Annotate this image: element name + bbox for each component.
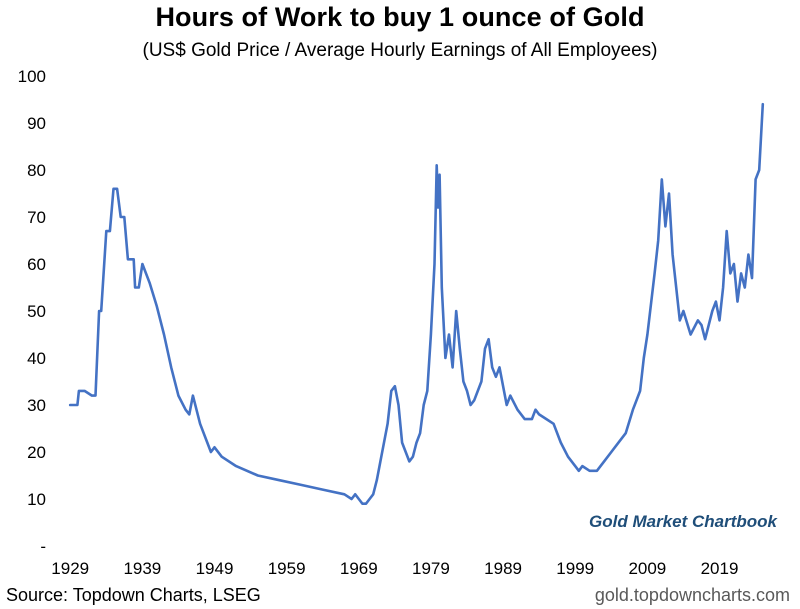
x-tick-label: 1979 xyxy=(412,559,450,578)
y-tick-label: 80 xyxy=(27,161,46,180)
y-tick-label: 40 xyxy=(27,349,46,368)
x-tick-label: 1969 xyxy=(340,559,378,578)
y-axis: - 10 20 30 40 50 60 70 80 90 100 xyxy=(18,67,46,556)
y-tick-label: 50 xyxy=(27,302,46,321)
chart-annotation: Gold Market Chartbook xyxy=(589,512,779,531)
y-tick-label: 60 xyxy=(27,255,46,274)
y-tick-label: - xyxy=(40,537,46,556)
chart-subtitle: (US$ Gold Price / Average Hourly Earning… xyxy=(142,40,658,61)
x-tick-label: 1989 xyxy=(484,559,522,578)
x-tick-label: 1949 xyxy=(196,559,234,578)
y-tick-label: 10 xyxy=(27,490,46,509)
x-tick-label: 1939 xyxy=(123,559,161,578)
x-tick-label: 2019 xyxy=(701,559,739,578)
y-tick-label: 30 xyxy=(27,396,46,415)
x-tick-label: 1959 xyxy=(268,559,306,578)
x-tick-label: 2009 xyxy=(628,559,666,578)
x-tick-label: 1999 xyxy=(556,559,594,578)
source-note: Source: Topdown Charts, LSEG xyxy=(6,585,261,605)
y-tick-label: 70 xyxy=(27,208,46,227)
chart-title: Hours of Work to buy 1 ounce of Gold xyxy=(155,2,645,32)
y-tick-label: 20 xyxy=(27,443,46,462)
y-tick-label: 100 xyxy=(18,67,46,86)
series-layer xyxy=(68,102,765,506)
y-tick-label: 90 xyxy=(27,114,46,133)
x-axis: 1929 1939 1949 1959 1969 1979 1989 1999 2009 2019 xyxy=(51,559,738,578)
site-credit: gold.topdowncharts.com xyxy=(594,585,790,605)
series-line-0 xyxy=(68,102,765,506)
x-tick-label: 1929 xyxy=(51,559,89,578)
